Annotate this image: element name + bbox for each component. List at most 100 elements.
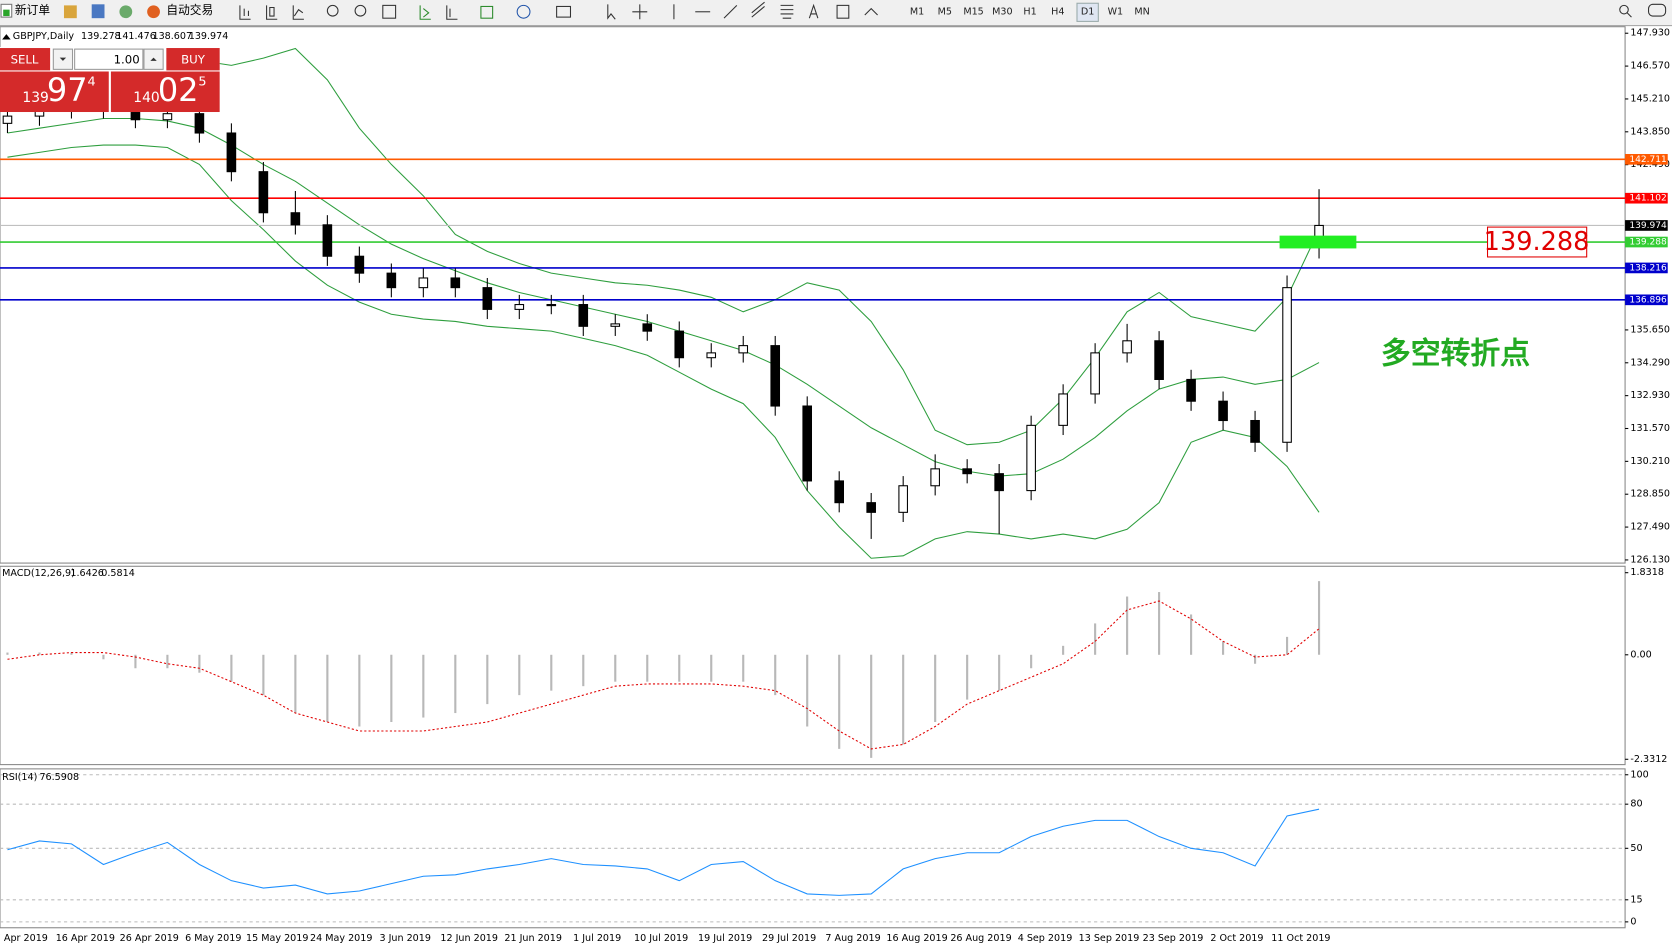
candle-body	[482, 287, 493, 310]
macd-pane	[0, 565, 1626, 766]
icon[interactable]	[1626, 12, 1632, 18]
icon[interactable]	[1619, 4, 1629, 15]
icon[interactable]	[808, 3, 819, 19]
y-tick-label: 126.130	[1630, 554, 1670, 565]
x-tick-label: 12 Jun 2019	[440, 933, 498, 944]
icon[interactable]	[446, 5, 458, 20]
x-tick-label: 15 May 2019	[246, 933, 308, 944]
icon[interactable]	[751, 1, 765, 18]
x-tick-label: 13 Sep 2019	[1079, 933, 1140, 944]
x-tick-label: 23 Sep 2019	[1143, 933, 1204, 944]
timeframe-button[interactable]: M15	[963, 6, 983, 17]
sell-price-box[interactable]	[0, 71, 109, 113]
timeframe-button[interactable]: H4	[1051, 6, 1064, 17]
icon[interactable]	[239, 5, 251, 20]
icon[interactable]	[516, 4, 531, 19]
icon[interactable]	[864, 7, 878, 16]
band-middle	[7, 117, 1320, 477]
candle-body	[1250, 419, 1260, 443]
level-label: 136.896	[1629, 295, 1667, 305]
y-tick-label: 50	[1630, 843, 1642, 854]
auto-trade-button[interactable]: 自动交易	[147, 3, 213, 19]
x-tick-label: 4 Sep 2019	[1018, 933, 1073, 944]
candle-body	[418, 277, 429, 289]
close-label: 139.974	[189, 31, 229, 42]
icon	[3, 9, 10, 17]
band-lower	[7, 144, 1320, 559]
active-timeframe	[1076, 2, 1099, 22]
x-tick-label: 7 Apr 2019	[0, 933, 48, 944]
band-upper	[7, 47, 1320, 446]
icon[interactable]	[607, 4, 616, 20]
candle-body	[898, 485, 908, 513]
candle-body	[194, 113, 205, 134]
y-tick-label: 145.210	[1630, 93, 1670, 104]
level-tag	[1625, 262, 1668, 274]
y-tick-label: 127.490	[1630, 522, 1670, 533]
icon[interactable]	[480, 5, 494, 19]
level-label: 138.216	[1629, 263, 1667, 273]
trade-panel: SELL 1.00 BUY 139 97 4 140 02 5	[0, 46, 220, 113]
icon[interactable]	[292, 5, 304, 20]
candle-body	[450, 277, 461, 289]
level-label: 142.711	[1629, 155, 1666, 165]
lots-field[interactable]	[74, 48, 144, 70]
timeframe-button[interactable]: D1	[1081, 6, 1094, 17]
candle-body	[674, 330, 685, 359]
timeframe-button[interactable]: MN	[1134, 6, 1149, 17]
macd-signal	[7, 600, 1320, 750]
chart-layer: 147.930 146.570 145.210 143.850 142.490 135.6…	[0, 28, 1670, 944]
y-tick-label: 142.490	[1630, 159, 1670, 170]
y-tick-label: 134.290	[1630, 357, 1670, 368]
x-tick-label: 16 Aug 2019	[886, 933, 947, 944]
candle-body	[354, 255, 365, 274]
candle-body	[642, 323, 653, 332]
tool-icons	[239, 1, 1667, 20]
candle-body	[1122, 340, 1132, 354]
icon[interactable]	[354, 4, 367, 17]
icon[interactable]	[382, 4, 397, 19]
collapse-icon[interactable]	[2, 34, 11, 40]
timeframe-button[interactable]: H1	[1023, 6, 1036, 17]
level-tag	[1625, 294, 1668, 306]
sell-button[interactable]	[0, 48, 51, 71]
candle-body	[1154, 340, 1164, 380]
macd-main-value: 1.6426	[70, 568, 104, 579]
icon[interactable]	[63, 5, 77, 19]
timeframe-button[interactable]: M1	[910, 6, 924, 17]
y-tick-label: 80	[1630, 799, 1642, 810]
icon[interactable]	[419, 5, 431, 20]
x-tick-label: 19 Jul 2019	[698, 933, 752, 944]
buy-button[interactable]	[166, 48, 220, 71]
timeframe-button[interactable]: M30	[992, 6, 1012, 17]
icon[interactable]	[836, 4, 850, 19]
candle-body	[994, 473, 1004, 492]
icon[interactable]	[632, 4, 648, 20]
icon[interactable]	[723, 5, 738, 19]
icon[interactable]	[780, 4, 794, 19]
timeframe-button[interactable]: M5	[938, 6, 952, 17]
buy-price-box[interactable]	[110, 71, 220, 113]
candle-body	[610, 323, 621, 327]
buy-price-big: 02	[158, 71, 199, 109]
timeframe-button[interactable]: W1	[1108, 6, 1124, 17]
x-tick-label: 1 Jul 2019	[573, 933, 621, 944]
x-tick-label: 26 Apr 2019	[120, 933, 179, 944]
icon[interactable]	[1648, 3, 1667, 17]
icon[interactable]	[556, 5, 572, 18]
y-tick-label: 135.650	[1630, 324, 1670, 335]
candle-body	[546, 304, 557, 307]
icon[interactable]	[119, 5, 133, 19]
new-order-button[interactable]: 新订单	[0, 3, 50, 18]
y-tick-label: 1.8318	[1630, 567, 1664, 578]
candle-body	[802, 405, 813, 482]
candle-body	[866, 502, 876, 513]
icon[interactable]	[91, 4, 105, 19]
candle-body	[930, 468, 940, 487]
icon[interactable]	[266, 5, 278, 20]
icon[interactable]	[326, 4, 339, 17]
level-label: 141.102	[1629, 194, 1666, 204]
candle-body	[2, 115, 13, 124]
toolbar	[0, 0, 1672, 26]
